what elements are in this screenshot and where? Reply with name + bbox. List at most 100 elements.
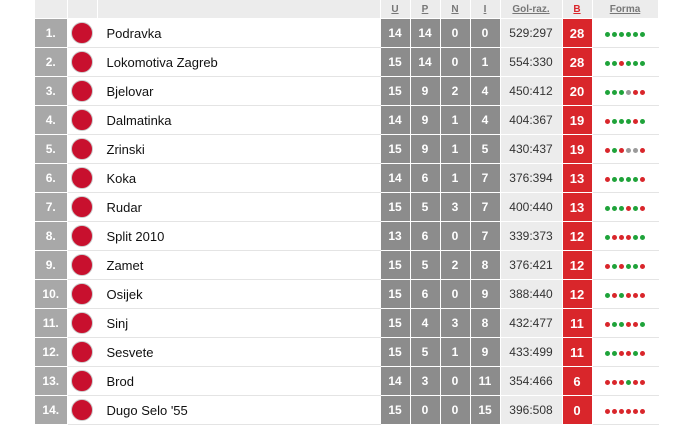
points: 19 — [562, 105, 593, 135]
rank: 1. — [35, 18, 68, 48]
club-name[interactable]: Split 2010 — [97, 221, 381, 251]
form-dot — [612, 61, 617, 66]
points: 28 — [562, 18, 593, 48]
lost: 7 — [470, 163, 501, 193]
club-name[interactable]: Osijek — [97, 279, 381, 309]
form-dot — [640, 264, 645, 269]
club-name[interactable]: Bjelovar — [97, 76, 381, 106]
form — [592, 279, 659, 309]
played: 15 — [380, 308, 411, 338]
goals: 450:412 — [500, 76, 563, 106]
won: 6 — [410, 221, 441, 251]
header-lost[interactable]: I — [470, 0, 501, 19]
form-dot — [619, 351, 624, 356]
rank: 11. — [35, 308, 68, 338]
won: 14 — [410, 18, 441, 48]
points: 12 — [562, 250, 593, 280]
form-dot — [640, 293, 645, 298]
form-dot — [605, 351, 610, 356]
points: 6 — [562, 366, 593, 396]
won: 0 — [410, 395, 441, 425]
goals: 430:437 — [500, 134, 563, 164]
lost: 0 — [470, 18, 501, 48]
lost: 4 — [470, 105, 501, 135]
drawn: 0 — [440, 366, 471, 396]
goals: 433:499 — [500, 337, 563, 367]
played: 15 — [380, 76, 411, 106]
lost: 4 — [470, 76, 501, 106]
header-won[interactable]: P — [410, 0, 441, 19]
club-name[interactable]: Zrinski — [97, 134, 381, 164]
form-dot — [626, 206, 631, 211]
points: 12 — [562, 279, 593, 309]
club-logo — [67, 250, 98, 280]
club-logo — [67, 163, 98, 193]
lost: 8 — [470, 250, 501, 280]
won: 5 — [410, 337, 441, 367]
lost: 5 — [470, 134, 501, 164]
rank: 3. — [35, 76, 68, 106]
form-dot — [633, 119, 638, 124]
form-dot — [626, 32, 631, 37]
form-dot — [640, 380, 645, 385]
goals: 354:466 — [500, 366, 563, 396]
rank: 7. — [35, 192, 68, 222]
club-name[interactable]: Podravka — [97, 18, 381, 48]
form-dot — [626, 90, 631, 95]
team-row: 3. Bjelovar 15 9 2 4 450:412 20 — [35, 76, 659, 106]
form-dot — [619, 380, 624, 385]
club-name[interactable]: Sinj — [97, 308, 381, 338]
header-points[interactable]: B — [562, 0, 593, 19]
form-dot — [633, 380, 638, 385]
team-row: 12. Sesvete 15 5 1 9 433:499 11 — [35, 337, 659, 367]
form — [592, 76, 659, 106]
club-logo — [67, 279, 98, 309]
club-logo — [67, 76, 98, 106]
won: 9 — [410, 134, 441, 164]
won: 6 — [410, 279, 441, 309]
header-row: U P N I Gol-raz. B Forma — [35, 0, 659, 19]
rank: 8. — [35, 221, 68, 251]
form-dot — [619, 90, 624, 95]
won: 9 — [410, 105, 441, 135]
points: 0 — [562, 395, 593, 425]
club-name[interactable]: Dalmatinka — [97, 105, 381, 135]
form-dot — [633, 264, 638, 269]
form-dot — [612, 32, 617, 37]
badge — [71, 399, 93, 421]
team-row: 10. Osijek 15 6 0 9 388:440 12 — [35, 279, 659, 309]
badge — [71, 109, 93, 131]
header-played[interactable]: U — [380, 0, 411, 19]
header-drawn[interactable]: N — [440, 0, 471, 19]
club-logo — [67, 18, 98, 48]
form-dot — [619, 322, 624, 327]
badge — [71, 341, 93, 363]
club-name[interactable]: Lokomotiva Zagreb — [97, 47, 381, 77]
form-dot — [626, 380, 631, 385]
club-name[interactable]: Dugo Selo '55 — [97, 395, 381, 425]
header-form[interactable]: Forma — [592, 0, 659, 19]
form — [592, 250, 659, 280]
form-dot — [626, 119, 631, 124]
header-cell — [67, 0, 98, 19]
club-name[interactable]: Zamet — [97, 250, 381, 280]
form-dot — [626, 293, 631, 298]
drawn: 1 — [440, 134, 471, 164]
club-name[interactable]: Brod — [97, 366, 381, 396]
form — [592, 47, 659, 77]
drawn: 0 — [440, 221, 471, 251]
form-dot — [612, 351, 617, 356]
header-goals[interactable]: Gol-raz. — [500, 0, 563, 19]
form-dot — [612, 322, 617, 327]
form — [592, 163, 659, 193]
form — [592, 308, 659, 338]
team-row: 2. Lokomotiva Zagreb 15 14 0 1 554:330 28 — [35, 47, 659, 77]
form-dot — [633, 61, 638, 66]
points: 11 — [562, 308, 593, 338]
won: 4 — [410, 308, 441, 338]
form-dot — [612, 264, 617, 269]
club-name[interactable]: Koka — [97, 163, 381, 193]
rank: 2. — [35, 47, 68, 77]
club-name[interactable]: Rudar — [97, 192, 381, 222]
club-name[interactable]: Sesvete — [97, 337, 381, 367]
